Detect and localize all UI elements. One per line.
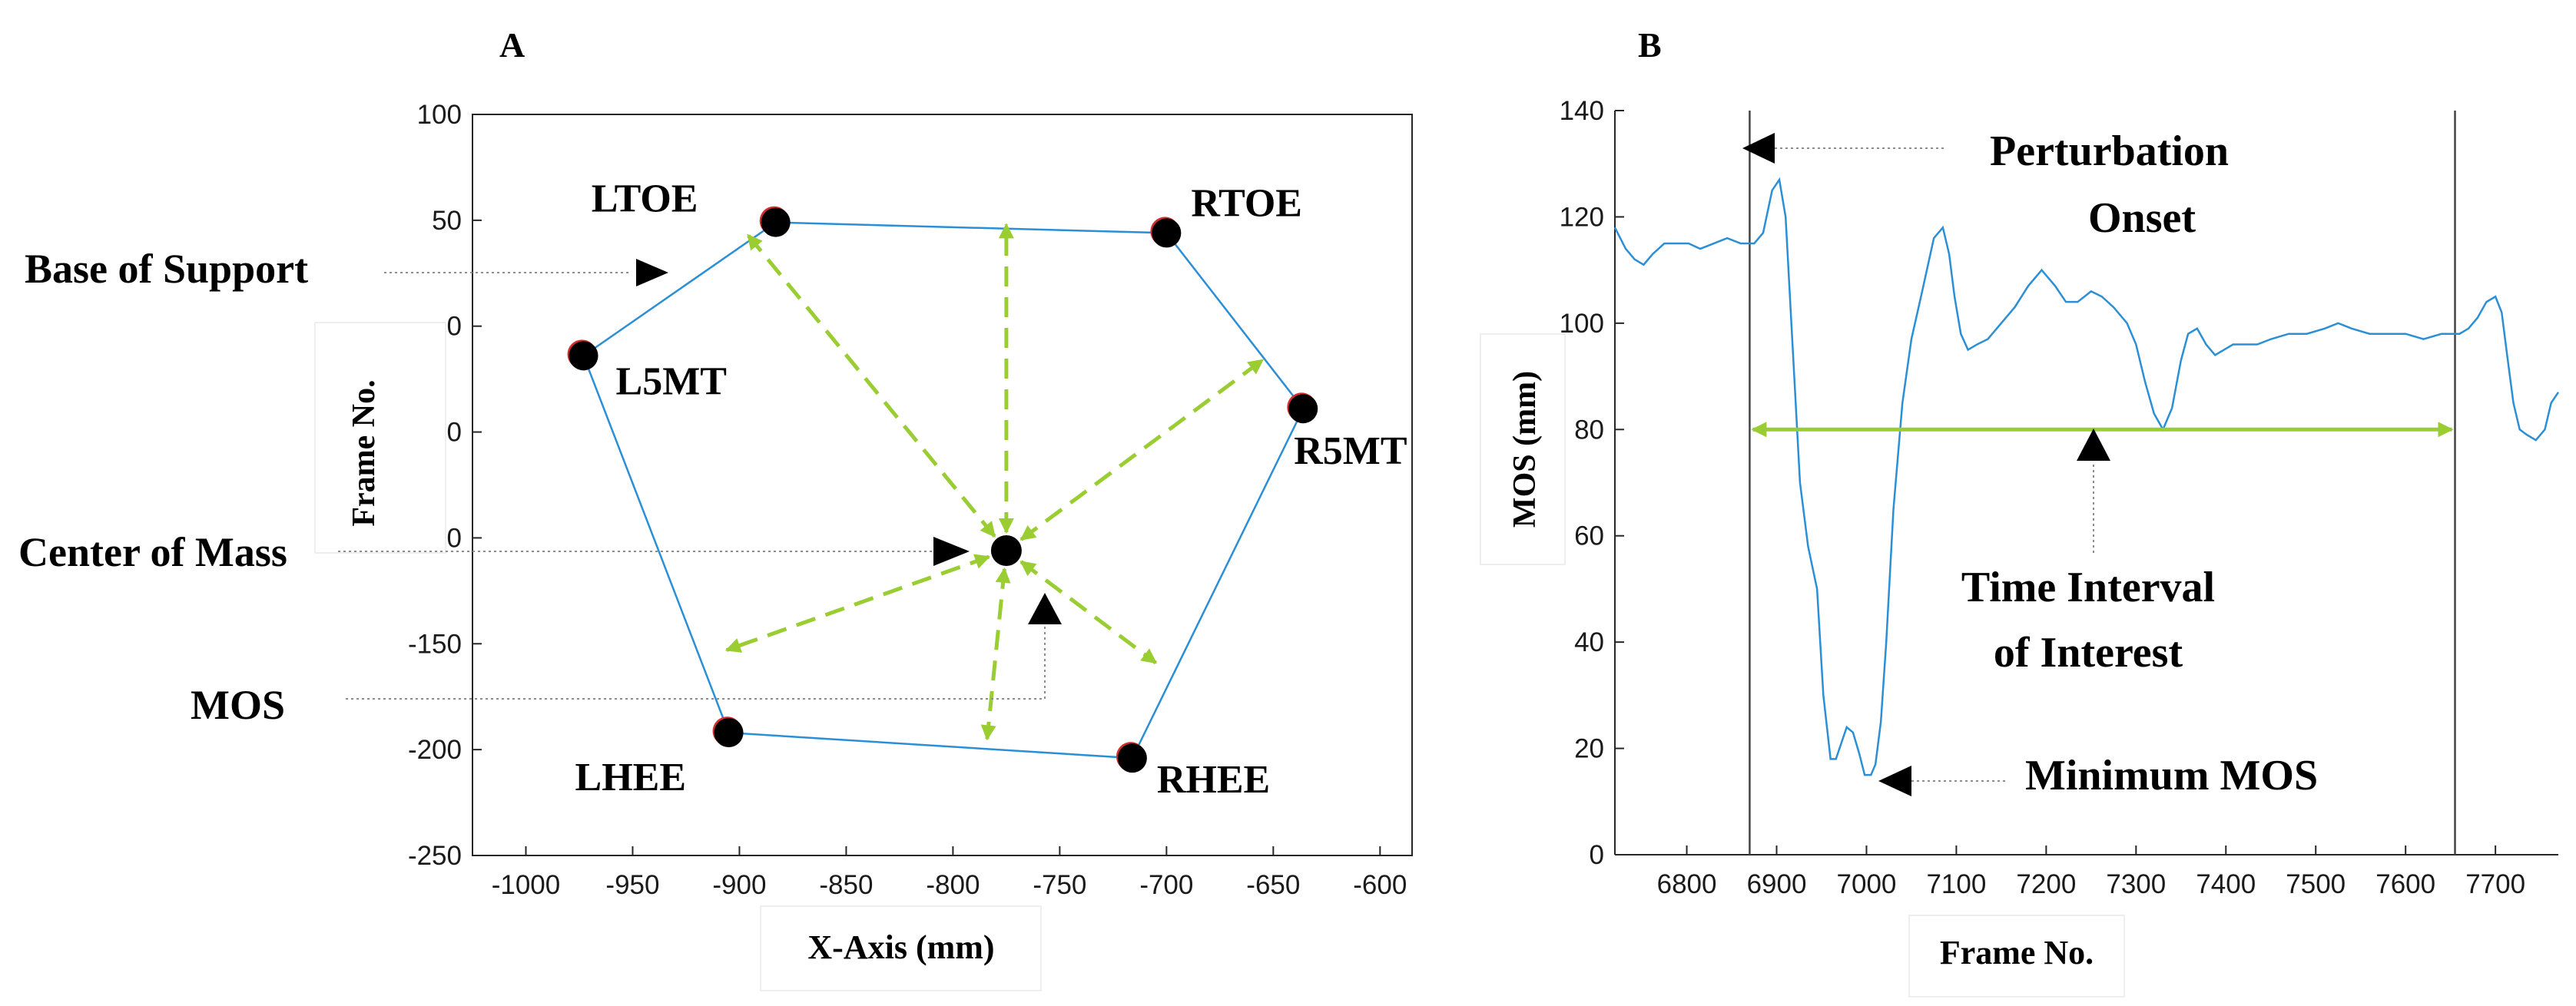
panel-a-ylabel: Frame No. — [346, 379, 382, 526]
x-tick-label: -750 — [1033, 870, 1086, 900]
base-of-support-text: Base of Support — [25, 246, 308, 292]
y-tick-label: 100 — [1560, 309, 1604, 339]
mos-series-line — [1613, 177, 2560, 776]
y-tick-label: 120 — [1560, 202, 1604, 232]
x-tick-label: 7700 — [2465, 869, 2525, 899]
marker-point — [761, 207, 791, 237]
x-tick-label: -800 — [926, 870, 980, 900]
time-interval-text-line1: Time Interval — [1961, 564, 2215, 611]
panel-a-plot-frame — [472, 114, 1413, 856]
marker-label-lhee: LHEE — [575, 756, 687, 799]
mos-pointer — [1028, 593, 1062, 624]
base-of-support-pointer — [636, 259, 668, 286]
marker-point — [1288, 394, 1318, 424]
panel-a-x-ticks: -1000 -950 -900 -850 -800 -750 -700 -650 -600 — [492, 846, 1407, 900]
x-tick-label: -700 — [1139, 870, 1193, 900]
panel-b: B 0 20 40 60 80 100 120 140 6800 6900 7000 7100 720… — [1480, 25, 2560, 998]
marker-point — [1117, 743, 1147, 773]
center-of-mass-text: Center of Mass — [18, 529, 287, 575]
mos-vector-arrow — [980, 567, 1011, 741]
panel-b-x-ticks: 6800 6900 7000 7100 7200 7300 7400 7500 7600 7700 — [1657, 846, 2525, 899]
marker-points — [567, 206, 1318, 773]
perturbation-text-line2: Onset — [2088, 194, 2196, 242]
panel-b-ylabel: MOS (mm) — [1507, 371, 1543, 528]
marker-point — [569, 341, 598, 371]
marker-label-l5mt: L5MT — [616, 359, 727, 403]
x-tick-label: 7500 — [2286, 869, 2346, 899]
x-tick-label: -600 — [1353, 870, 1407, 900]
y-tick-label: 0 — [1590, 840, 1604, 870]
y-tick-label: 50 — [432, 206, 462, 236]
panel-a-label: A — [499, 25, 525, 65]
y-tick-label: 0 — [447, 312, 462, 342]
x-tick-label: -900 — [712, 870, 766, 900]
y-tick-label: -250 — [408, 841, 462, 871]
x-tick-label: -650 — [1246, 870, 1300, 900]
time-interval-text-line2: of Interest — [1994, 629, 2183, 677]
mos-vectors — [724, 223, 1265, 741]
y-tick-label: 100 — [417, 100, 462, 130]
marker-point — [1152, 218, 1182, 248]
x-tick-label: 7100 — [1926, 869, 1986, 899]
marker-point — [714, 718, 744, 748]
panel-a: A -1000 -950 -900 -850 -800 -750 -700 -650 -600 … — [18, 25, 1413, 991]
marker-label-ltoe: LTOE — [592, 177, 698, 221]
mos-vector-arrow — [1019, 560, 1158, 665]
panel-b-label: B — [1638, 25, 1662, 65]
center-of-mass-pointer — [933, 537, 970, 566]
marker-labels: LTOE RTOE L5MT R5MT RHEE LHEE — [575, 177, 1407, 802]
panel-a-ylabel-box — [314, 322, 446, 554]
y-tick-label: 80 — [1574, 415, 1604, 445]
y-tick-label: 60 — [1574, 521, 1604, 551]
marker-label-r5mt: R5MT — [1294, 429, 1407, 473]
x-tick-label: 6800 — [1657, 869, 1717, 899]
minimum-mos-text: Minimum MOS — [2025, 752, 2318, 799]
y-tick-label: 40 — [1574, 627, 1604, 657]
base-of-support-polygon — [582, 221, 1305, 759]
perturbation-text-line1: Perturbation — [1990, 127, 2229, 175]
panel-a-xlabel-box — [760, 905, 1042, 991]
x-tick-label: 7000 — [1837, 869, 1897, 899]
x-tick-label: 6900 — [1747, 869, 1807, 899]
mos-vector-arrow — [724, 554, 991, 653]
y-tick-label: -150 — [408, 629, 462, 659]
x-tick-label: 7600 — [2375, 869, 2435, 899]
time-interval-pointer — [2077, 429, 2110, 461]
panel-b-xlabel-box — [1908, 915, 2125, 998]
panel-a-xlabel: X-Axis (mm) — [807, 928, 994, 966]
marker-label-rhee: RHEE — [1157, 758, 1270, 802]
mos-vector-arrow — [1019, 358, 1265, 541]
x-tick-label: 7200 — [2016, 869, 2076, 899]
perturbation-pointer — [1742, 133, 1775, 164]
minimum-mos-pointer — [1878, 766, 1911, 796]
y-tick-label: -200 — [408, 735, 462, 765]
marker-label-rtoe: RTOE — [1191, 181, 1302, 225]
panel-b-y-ticks: 0 20 40 60 80 100 120 140 — [1560, 96, 1624, 870]
panel-b-ylabel-box — [1480, 333, 1566, 565]
y-tick-label: 140 — [1560, 96, 1604, 126]
event-vertical-lines — [1749, 111, 2456, 855]
y-tick-label: 20 — [1574, 734, 1604, 764]
x-tick-label: 7400 — [2196, 869, 2256, 899]
center-of-mass-point — [990, 534, 1022, 566]
panel-b-xlabel: Frame No. — [1940, 934, 2094, 971]
mos-vector-arrow — [746, 233, 996, 538]
x-tick-label: -950 — [605, 870, 659, 900]
x-tick-label: -850 — [819, 870, 873, 900]
x-tick-label: -1000 — [492, 870, 561, 900]
mos-text: MOS — [191, 682, 285, 728]
x-tick-label: 7300 — [2106, 869, 2166, 899]
